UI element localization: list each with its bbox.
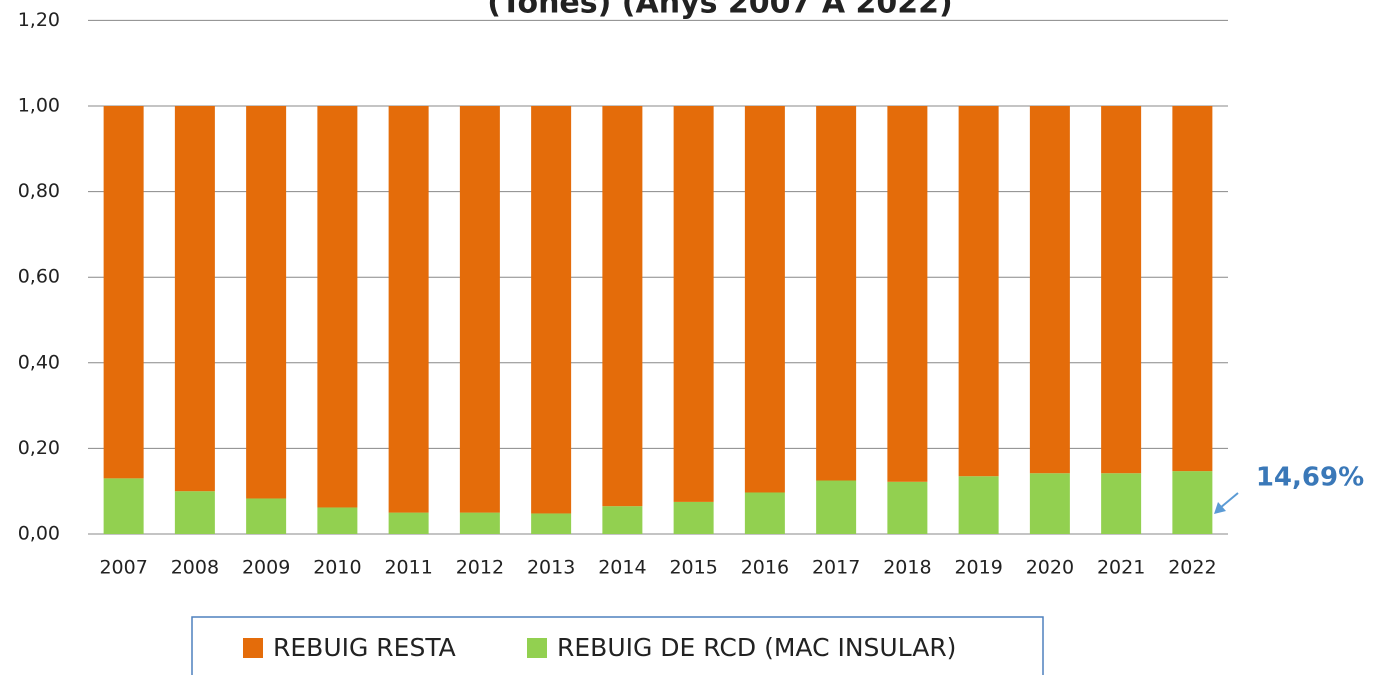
x-tick-label: 2012 xyxy=(456,557,504,579)
bar-segment xyxy=(246,498,287,534)
x-tick-label: 2021 xyxy=(1097,557,1145,579)
x-tick-label: 2018 xyxy=(883,557,931,579)
x-tick-label: 2007 xyxy=(99,557,147,579)
bar-segment xyxy=(317,507,358,534)
y-tick-label: 0,20 xyxy=(18,437,60,459)
bar-segment xyxy=(1172,471,1213,534)
x-tick-label: 2022 xyxy=(1168,557,1216,579)
bar-segment xyxy=(958,476,999,534)
x-tick-label: 2013 xyxy=(527,557,575,579)
y-tick-label: 0,00 xyxy=(18,523,60,545)
x-tick-label: 2010 xyxy=(313,557,361,579)
y-tick-label: 0,80 xyxy=(18,180,60,202)
annotation-arrowhead xyxy=(1214,502,1226,514)
x-tick-label: 2016 xyxy=(741,557,789,579)
x-tick-label: 2014 xyxy=(598,557,646,579)
bar-segment xyxy=(958,106,999,477)
bar-segment xyxy=(459,106,500,513)
x-tick-label: 2019 xyxy=(954,557,1002,579)
legend-label: REBUIG RESTA xyxy=(273,633,456,662)
bar-segment xyxy=(531,106,572,514)
bar-segment xyxy=(602,506,643,534)
bar-segment xyxy=(887,106,928,482)
bar-segment xyxy=(246,106,287,499)
chart-title: (Tones) (Anys 2007 A 2022) xyxy=(487,0,952,21)
x-tick-label: 2009 xyxy=(242,557,290,579)
bar-segment xyxy=(459,512,500,534)
legend-swatch xyxy=(243,638,263,658)
bar-segment xyxy=(816,106,857,481)
x-tick-label: 2017 xyxy=(812,557,860,579)
bar-segment xyxy=(388,106,429,513)
bar-segment xyxy=(744,106,785,493)
y-tick-label: 0,60 xyxy=(18,266,60,288)
bar-segment xyxy=(816,480,857,534)
bar-segment xyxy=(174,491,215,534)
bar-segment xyxy=(673,501,714,534)
bar-segment xyxy=(602,106,643,507)
bar-segment xyxy=(103,478,144,534)
x-tick-label: 2011 xyxy=(384,557,432,579)
bar-segment xyxy=(174,106,215,492)
x-tick-label: 2008 xyxy=(171,557,219,579)
bar-segment xyxy=(317,106,358,508)
legend-label: REBUIG DE RCD (MAC INSULAR) xyxy=(557,633,956,662)
annotation-arrow xyxy=(1219,492,1239,509)
y-tick-label: 1,00 xyxy=(18,95,60,117)
bar-segment xyxy=(1101,473,1142,534)
legend-box xyxy=(191,616,1044,675)
bar-segment xyxy=(1029,106,1070,474)
bar-segment xyxy=(887,481,928,534)
bar-segment xyxy=(744,492,785,534)
bar-segment xyxy=(1172,106,1213,472)
bar-segment xyxy=(1029,473,1070,534)
bar-segment xyxy=(673,106,714,502)
annotation: 14,69% xyxy=(1256,463,1364,493)
bar-segment xyxy=(388,512,429,534)
bar-segment xyxy=(1101,106,1142,474)
x-tick-label: 2020 xyxy=(1026,557,1074,579)
x-tick-label: 2015 xyxy=(669,557,717,579)
bar-segment xyxy=(103,106,144,479)
bar-segment xyxy=(531,513,572,534)
legend-swatch xyxy=(527,638,547,658)
y-tick-label: 1,20 xyxy=(18,9,60,31)
y-tick-label: 0,40 xyxy=(18,351,60,373)
